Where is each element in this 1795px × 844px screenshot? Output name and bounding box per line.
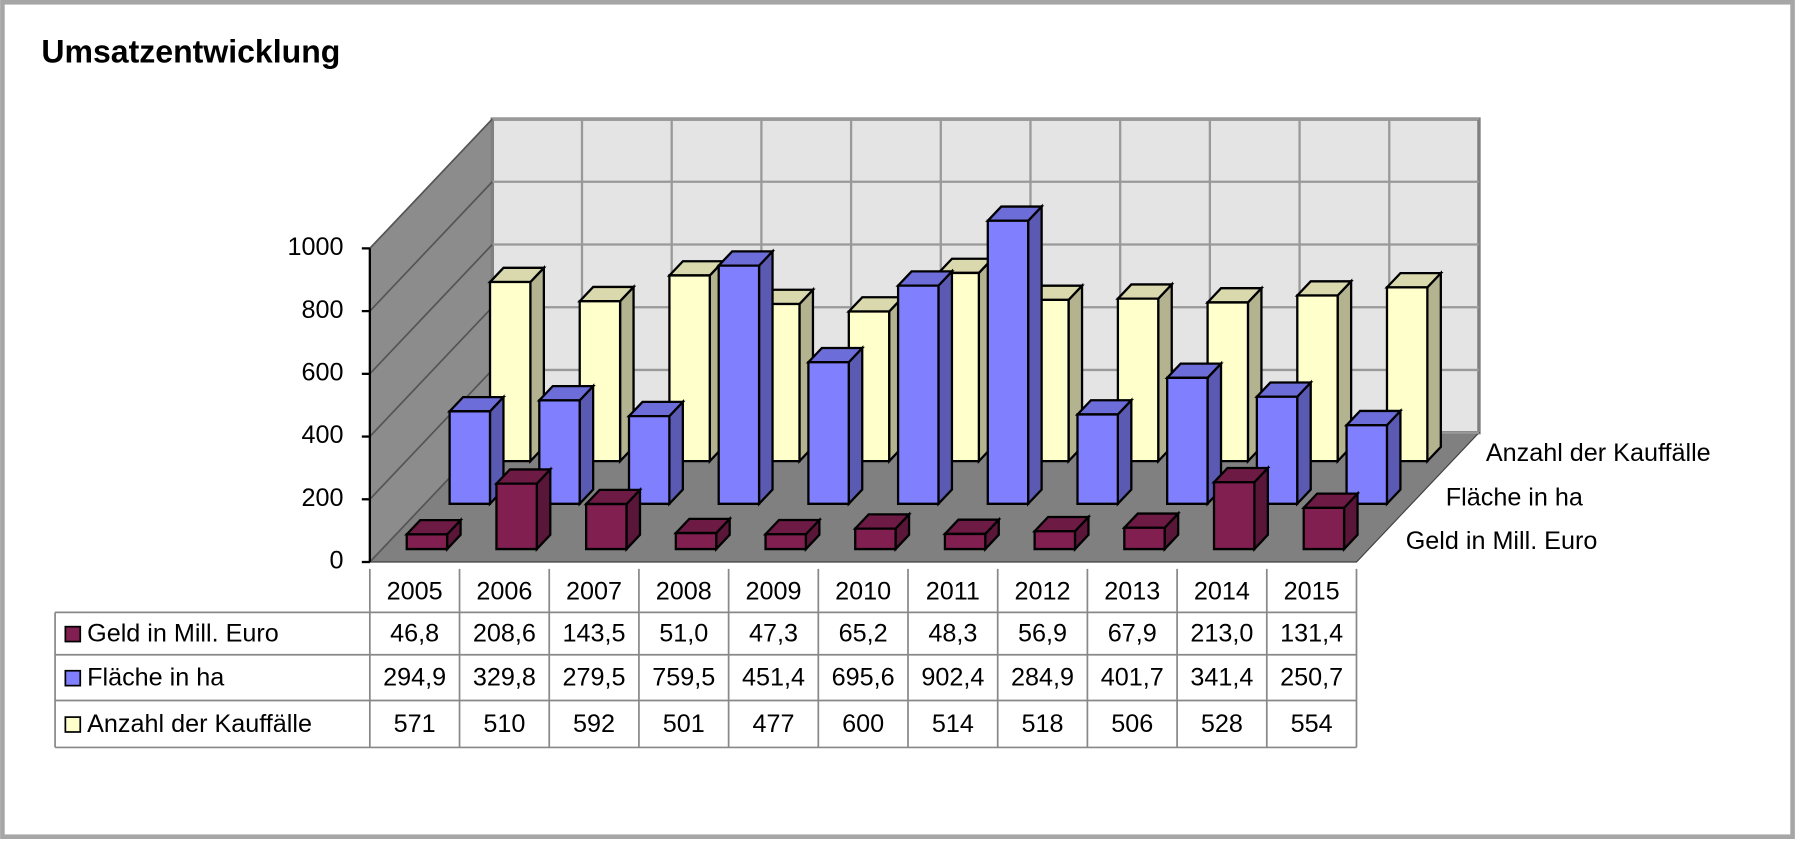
- table-cell: 250,7: [1280, 663, 1343, 691]
- bar-side: [847, 345, 864, 507]
- x-tick-label: 2008: [656, 578, 712, 606]
- table-cell: 56,9: [1018, 619, 1067, 647]
- bar: [1345, 424, 1389, 505]
- x-tick-label: 2011: [926, 578, 980, 606]
- y-tick-label: 400: [302, 421, 344, 449]
- x-tick-label: 2006: [476, 578, 532, 606]
- bar: [584, 502, 628, 551]
- bar-side: [1027, 203, 1043, 507]
- table-cell: 451,4: [742, 663, 805, 691]
- table-cell: 65,2: [839, 619, 888, 647]
- table-cell: 46,8: [390, 619, 439, 647]
- bar: [717, 264, 761, 505]
- table-cell: 695,6: [832, 663, 895, 691]
- bar-side: [757, 248, 774, 507]
- y-tick-label: 200: [302, 484, 344, 512]
- table-cell: 131,4: [1280, 619, 1343, 647]
- series-axis-label: Geld in Mill. Euro: [1406, 527, 1598, 555]
- bar: [1033, 530, 1077, 551]
- x-tick-label: 2010: [835, 578, 891, 606]
- bar: [807, 361, 850, 505]
- grid-line: [369, 369, 493, 500]
- bar: [896, 284, 940, 505]
- legend-key: [64, 669, 82, 687]
- grid-line: [369, 118, 493, 249]
- x-tick-label: 2013: [1104, 578, 1160, 606]
- bar-side: [937, 268, 954, 507]
- table-cell: 329,8: [473, 663, 536, 691]
- x-tick-label: 2009: [745, 578, 801, 606]
- table-cell: 47,3: [749, 619, 798, 647]
- bar: [943, 532, 987, 551]
- table-cell: 48,3: [928, 619, 977, 647]
- bar: [674, 531, 718, 551]
- bar: [1212, 481, 1256, 551]
- bar: [495, 482, 538, 551]
- bar-side: [1426, 270, 1442, 464]
- bar: [1166, 376, 1209, 505]
- series-axis-label: Fläche in ha: [1446, 484, 1583, 512]
- table-cell: 571: [394, 710, 436, 738]
- table-cell: 501: [663, 710, 705, 738]
- bar: [1076, 413, 1119, 505]
- y-tick-label: 600: [302, 358, 344, 386]
- bar-side: [1296, 379, 1312, 507]
- chart-title: Umsatzentwicklung: [41, 33, 340, 69]
- table-cell: 514: [932, 710, 974, 738]
- table-cell: 294,9: [383, 663, 446, 691]
- table-cell: 600: [842, 710, 884, 738]
- table-cell: 401,7: [1101, 663, 1164, 691]
- bar-side: [1116, 397, 1133, 507]
- table-cell: 554: [1291, 710, 1333, 738]
- x-tick-label: 2014: [1194, 578, 1250, 606]
- x-tick-label: 2012: [1015, 578, 1071, 606]
- grid-line: [369, 306, 493, 438]
- bar-side: [668, 399, 684, 507]
- table-cell: 279,5: [563, 663, 626, 691]
- x-tick-label: 2005: [387, 578, 443, 606]
- bar: [448, 410, 492, 505]
- x-tick-label: 2007: [566, 578, 622, 606]
- table-cell: 208,6: [473, 619, 536, 647]
- table-cell: 902,4: [921, 663, 984, 691]
- table-cell: 143,5: [563, 619, 626, 647]
- bar: [405, 533, 449, 551]
- legend-label: Geld in Mill. Euro: [87, 619, 279, 647]
- bar: [1123, 526, 1166, 551]
- legend-label: Anzahl der Kauffälle: [87, 710, 312, 738]
- series-axis-label: Anzahl der Kauffälle: [1486, 439, 1711, 467]
- table-cell: 506: [1111, 710, 1153, 738]
- grid-line: [369, 243, 493, 375]
- y-tick-label: 0: [330, 547, 344, 575]
- x-tick-label: 2015: [1284, 578, 1340, 606]
- bar-side: [1385, 408, 1402, 507]
- grid-line: [369, 181, 493, 312]
- table-cell: 518: [1022, 710, 1064, 738]
- table-cell: 510: [483, 710, 525, 738]
- bar: [764, 533, 808, 551]
- legend-key: [64, 716, 82, 733]
- legend-key: [64, 625, 82, 643]
- table-cell: 477: [752, 710, 794, 738]
- table-cell: 213,0: [1190, 619, 1253, 647]
- table-cell: 67,9: [1108, 619, 1157, 647]
- bar: [627, 414, 671, 505]
- bar: [1302, 506, 1346, 551]
- table-cell: 592: [573, 710, 615, 738]
- legend-label: Fläche in ha: [87, 663, 224, 691]
- y-tick-label: 800: [302, 296, 344, 324]
- bar: [986, 219, 1030, 505]
- table-cell: 528: [1201, 710, 1243, 738]
- bar-side: [578, 383, 595, 507]
- y-tick-label: 1000: [288, 233, 344, 261]
- table-cell: 284,9: [1011, 663, 1074, 691]
- table-cell: 759,5: [652, 663, 715, 691]
- table-cell: 341,4: [1190, 663, 1253, 691]
- table-cell: 51,0: [659, 619, 708, 647]
- bar: [854, 527, 897, 551]
